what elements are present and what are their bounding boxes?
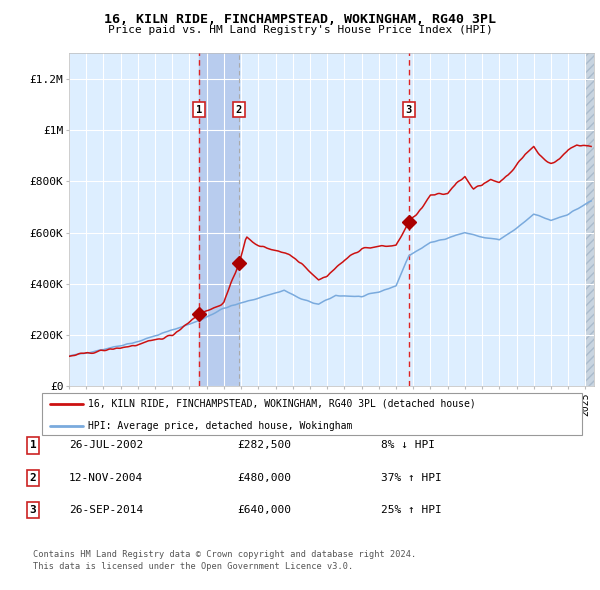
Text: 16, KILN RIDE, FINCHAMPSTEAD, WOKINGHAM, RG40 3PL (detached house): 16, KILN RIDE, FINCHAMPSTEAD, WOKINGHAM,… (88, 399, 476, 408)
Text: Contains HM Land Registry data © Crown copyright and database right 2024.: Contains HM Land Registry data © Crown c… (33, 550, 416, 559)
Bar (199, 53, 239, 386)
Text: 26-JUL-2002: 26-JUL-2002 (69, 441, 143, 450)
Text: This data is licensed under the Open Government Licence v3.0.: This data is licensed under the Open Gov… (33, 562, 353, 571)
Text: 1: 1 (29, 441, 37, 450)
Text: 16, KILN RIDE, FINCHAMPSTEAD, WOKINGHAM, RG40 3PL: 16, KILN RIDE, FINCHAMPSTEAD, WOKINGHAM,… (104, 13, 496, 26)
FancyBboxPatch shape (42, 393, 582, 435)
Text: 26-SEP-2014: 26-SEP-2014 (69, 506, 143, 515)
Text: 8% ↓ HPI: 8% ↓ HPI (381, 441, 435, 450)
Text: 2: 2 (236, 104, 242, 114)
Text: £640,000: £640,000 (237, 506, 291, 515)
Text: £282,500: £282,500 (237, 441, 291, 450)
Text: HPI: Average price, detached house, Wokingham: HPI: Average price, detached house, Woki… (88, 421, 352, 431)
Text: 2: 2 (29, 473, 37, 483)
Text: 25% ↑ HPI: 25% ↑ HPI (381, 506, 442, 515)
Text: 3: 3 (406, 104, 412, 114)
Bar (586, 53, 594, 386)
Text: 1: 1 (196, 104, 202, 114)
Text: Price paid vs. HM Land Registry's House Price Index (HPI): Price paid vs. HM Land Registry's House … (107, 25, 493, 35)
Bar (586, 53, 594, 386)
Text: 12-NOV-2004: 12-NOV-2004 (69, 473, 143, 483)
Text: 37% ↑ HPI: 37% ↑ HPI (381, 473, 442, 483)
Text: £480,000: £480,000 (237, 473, 291, 483)
Text: 3: 3 (29, 506, 37, 515)
